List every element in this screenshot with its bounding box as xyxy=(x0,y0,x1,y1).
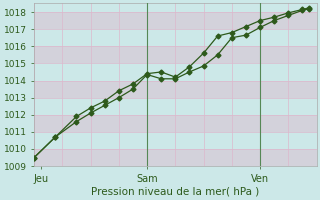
Bar xyxy=(34,115,316,132)
Bar xyxy=(34,81,316,98)
X-axis label: Pression niveau de la mer( hPa ): Pression niveau de la mer( hPa ) xyxy=(91,187,260,197)
Bar xyxy=(34,149,316,166)
Bar xyxy=(34,12,316,29)
Bar xyxy=(34,46,316,63)
